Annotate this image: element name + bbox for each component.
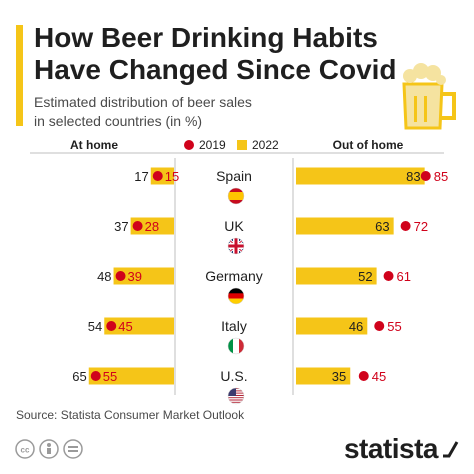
at-home-dot-2019-spain bbox=[152, 171, 163, 181]
out-of-home-dot-2022-us bbox=[358, 371, 369, 381]
brand-name: statista bbox=[343, 433, 439, 464]
legend-2019-dot bbox=[184, 140, 194, 150]
svg-text:cc: cc bbox=[21, 446, 30, 455]
flag-uk-icon bbox=[227, 237, 245, 255]
out-of-home-dot-2022-spain bbox=[420, 171, 431, 181]
out-of-home-label-2019-spain: 83 bbox=[406, 169, 420, 184]
out-of-home-bar-2019-spain bbox=[296, 167, 425, 185]
at-home-bar-2022-us bbox=[88, 367, 174, 385]
chart-subtitle: Estimated distribution of beer sales in … bbox=[34, 93, 334, 131]
country-label-us: U.S. bbox=[220, 368, 247, 384]
flag-spain-icon bbox=[227, 187, 245, 205]
cc-license-icons: cc bbox=[15, 439, 83, 459]
at-home-bar-2022-germany bbox=[113, 267, 174, 285]
flag-germany-icon bbox=[227, 287, 245, 305]
out-of-home-label-2019-germany: 52 bbox=[358, 269, 372, 284]
brand-mark bbox=[443, 441, 459, 458]
country-label-germany: Germany bbox=[205, 268, 263, 284]
at-home-label-2022-spain: 15 bbox=[165, 169, 179, 184]
title-accent-bar bbox=[16, 25, 23, 126]
at-home-dot-2019-germany bbox=[115, 271, 126, 281]
at-home-label-2019-italy: 54 bbox=[88, 319, 102, 334]
out-of-home-bar-2019-germany bbox=[296, 267, 377, 285]
country-label-spain: Spain bbox=[216, 168, 252, 184]
by-icon bbox=[39, 439, 59, 459]
flag-italy-icon bbox=[227, 337, 245, 355]
country-label-uk: UK bbox=[224, 218, 244, 234]
out-of-home-label-2022-italy: 55 bbox=[387, 319, 401, 334]
statista-logo-icon: statista bbox=[344, 433, 460, 465]
at-home-label-2022-italy: 45 bbox=[118, 319, 132, 334]
at-home-bar-2022-uk bbox=[130, 217, 174, 235]
left-header: At home bbox=[70, 138, 118, 152]
legend-2022-swatch bbox=[237, 140, 247, 150]
at-home-label-2019-uk: 37 bbox=[114, 219, 128, 234]
out-of-home-label-2022-us: 45 bbox=[372, 369, 386, 384]
legend-2019-label: 2019 bbox=[199, 138, 226, 152]
at-home-label-2019-us: 65 bbox=[72, 369, 86, 384]
subtitle-line-2: in selected countries (in %) bbox=[34, 113, 203, 129]
source-note: Source: Statista Consumer Market Outlook bbox=[16, 408, 245, 422]
at-home-bar-2022-italy bbox=[104, 317, 174, 335]
at-home-label-2022-germany: 39 bbox=[128, 269, 142, 284]
out-of-home-label-2019-italy: 46 bbox=[349, 319, 363, 334]
out-of-home-bar-2019-us bbox=[296, 367, 351, 385]
legend-2022-label: 2022 bbox=[252, 138, 279, 152]
at-home-label-2019-spain: 17 bbox=[134, 169, 148, 184]
out-of-home-label-2019-uk: 63 bbox=[375, 219, 389, 234]
at-home-label-2022-us: 55 bbox=[103, 369, 117, 384]
at-home-label-2019-germany: 48 bbox=[97, 269, 111, 284]
out-of-home-label-2022-spain: 85 bbox=[434, 169, 448, 184]
cc-icon: cc bbox=[15, 439, 35, 459]
out-of-home-dot-2022-uk bbox=[400, 221, 411, 231]
at-home-dot-2019-uk bbox=[132, 221, 143, 231]
subtitle-line-1: Estimated distribution of beer sales bbox=[34, 94, 252, 110]
out-of-home-label-2019-us: 35 bbox=[332, 369, 346, 384]
beer-mug-icon bbox=[402, 63, 456, 130]
right-header: Out of home bbox=[333, 138, 404, 152]
at-home-dot-2019-us bbox=[90, 371, 101, 381]
title-line-2: Have Changed Since Covid bbox=[34, 54, 397, 85]
out-of-home-label-2022-germany: 61 bbox=[397, 269, 411, 284]
flag-us-icon bbox=[227, 387, 245, 405]
at-home-label-2022-uk: 28 bbox=[145, 219, 159, 234]
at-home-dot-2019-italy bbox=[106, 321, 117, 331]
nd-icon bbox=[63, 439, 83, 459]
out-of-home-bar-2019-italy bbox=[296, 317, 368, 335]
out-of-home-label-2022-uk: 72 bbox=[414, 219, 428, 234]
title-line-1: How Beer Drinking Habits bbox=[34, 22, 378, 53]
out-of-home-bar-2019-uk bbox=[296, 217, 394, 235]
chart-title: How Beer Drinking Habits Have Changed Si… bbox=[34, 22, 414, 86]
out-of-home-dot-2022-germany bbox=[383, 271, 394, 281]
out-of-home-dot-2022-italy bbox=[374, 321, 385, 331]
country-label-italy: Italy bbox=[221, 318, 247, 334]
